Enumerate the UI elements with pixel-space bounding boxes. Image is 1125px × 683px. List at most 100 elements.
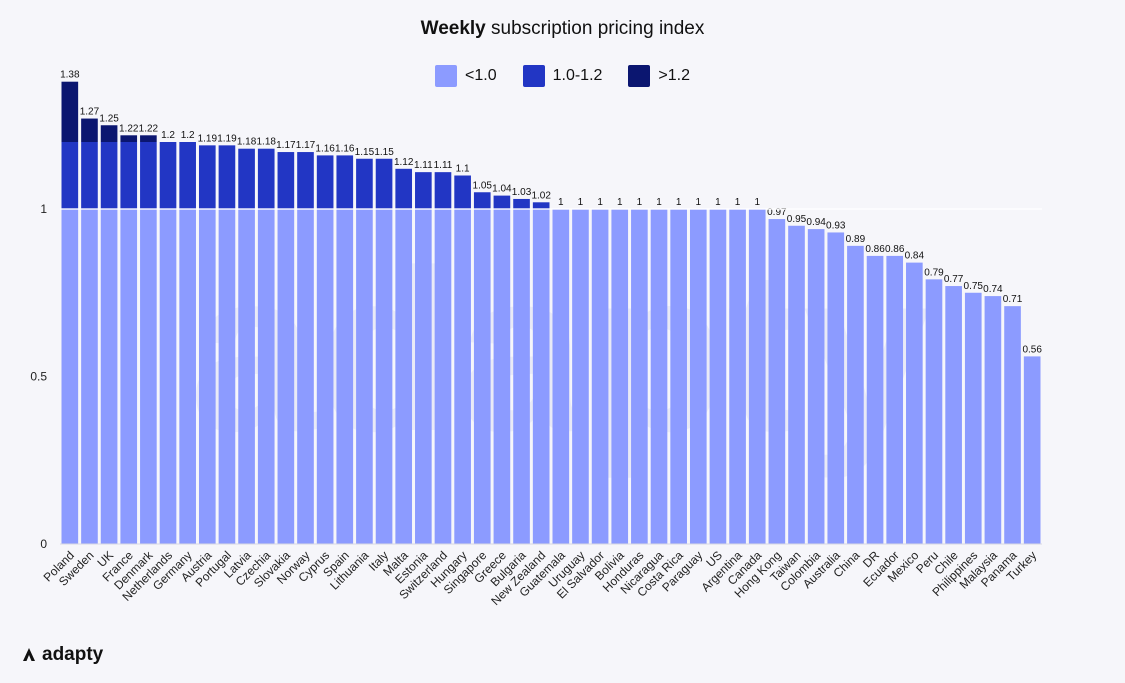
value-label: 1 [754,197,760,208]
value-label: 1.16 [315,143,335,154]
bar-segment-mid [218,145,236,209]
y-tick-label: 1 [40,202,47,216]
legend-item-mid: 1.0-1.2 [522,65,603,87]
brand-name: adapty [42,644,104,665]
value-label: 1.22 [119,123,139,134]
chart-title: Weekly subscription pricing index [0,18,1125,40]
bar-colombia [807,229,825,544]
bar-segment-high [81,118,98,142]
legend-item-high: >1.2 [628,65,690,87]
value-label: 0.74 [983,284,1003,295]
bar-guatemala [552,209,570,544]
value-label: 1.02 [531,190,551,201]
bar-portugal [218,209,236,544]
value-label: 1.38 [60,70,80,81]
value-label: 0.86 [865,244,885,255]
value-label: 1.03 [512,187,532,198]
bar-us [709,209,727,544]
value-label: 1.18 [237,137,257,148]
bar-cyprus [316,209,334,544]
bar-segment-mid [356,158,373,209]
bar-segment-mid [179,142,196,209]
bar-germany [179,209,196,544]
value-label: 1.19 [198,133,218,144]
bar-segment-mid [140,142,157,209]
value-label: 1 [696,197,702,208]
legend-swatch-mid [522,65,545,87]
bar-estonia [415,209,432,544]
value-label: 1.16 [335,143,355,154]
bar-honduras [631,209,648,544]
bar-uruguay [572,209,589,544]
bar-uk [100,209,118,544]
value-label: 1 [656,197,662,208]
bar-norway [297,209,314,544]
chart-legend: <1.0 1.0-1.2 >1.2 [0,65,1125,87]
bar-segment-mid [493,195,511,209]
value-label: 1.17 [276,140,296,151]
bar-latvia [238,209,255,544]
value-label: 1 [637,197,643,208]
bar-segment-mid [375,158,393,209]
bar-spain [336,209,354,544]
legend-label-high: >1.2 [658,67,690,84]
bar-segment-mid [277,152,295,209]
bar-segment-mid [336,155,354,209]
bar-segment-mid [100,142,118,209]
bar-greece [493,209,511,544]
bar-austria [198,209,216,544]
value-label: 0.56 [1022,344,1042,355]
bar-segment-high [100,125,118,142]
bar-switzerland [434,209,452,544]
bar-el-salvador [591,209,609,544]
bar-malta [395,209,413,544]
legend-swatch-high [628,65,651,87]
bar-costa-rica [670,209,687,544]
value-label: 1 [617,197,623,208]
value-label: 1 [715,197,721,208]
bar-paraguay [689,209,707,544]
value-label: 0.93 [826,220,846,231]
bar-malaysia [984,296,1002,544]
value-label: 0.94 [806,217,826,228]
value-label: 1 [558,197,564,208]
legend-swatch-low [435,65,457,87]
bar-segment-high [120,135,138,142]
bar-segment-mid [257,148,275,209]
legend-item-low: <1.0 [435,65,497,87]
value-label: 1.1 [456,164,470,175]
bar-denmark [140,209,157,544]
bar-czechia [257,209,275,544]
value-label: 1 [578,197,584,208]
value-label: 1.19 [217,133,237,144]
bar-segment-mid [238,148,255,209]
brand-logo: adapty [22,644,103,666]
bar-segment-mid [473,192,491,209]
value-label: 1.22 [139,123,159,134]
bar-france [120,209,138,544]
bar-segment-mid [61,142,79,209]
bar-panama [1004,306,1021,544]
bar-italy [375,209,393,544]
value-label: 1.15 [374,147,394,158]
bar-mexico [906,262,923,544]
adapty-logo-icon [23,648,35,661]
legend-label-mid: 1.0-1.2 [552,67,603,84]
bar-segment-mid [159,142,177,209]
bar-segment-mid [454,175,471,209]
bar-taiwan [788,225,805,544]
bar-peru [925,279,943,544]
value-label: 1.2 [181,130,195,141]
bar-segment-mid [532,202,550,209]
value-label: 0.71 [1003,294,1023,305]
value-label: 0.77 [944,274,964,285]
bar-nicaragua [650,209,668,544]
bar-segment-mid [120,142,138,209]
value-label: 0.95 [787,214,807,225]
bar-segment-high [61,81,79,142]
value-label: 1.27 [80,107,100,118]
bar-hong-kong [768,219,786,545]
bar-poland [61,209,79,544]
bar-slovakia [277,209,295,544]
